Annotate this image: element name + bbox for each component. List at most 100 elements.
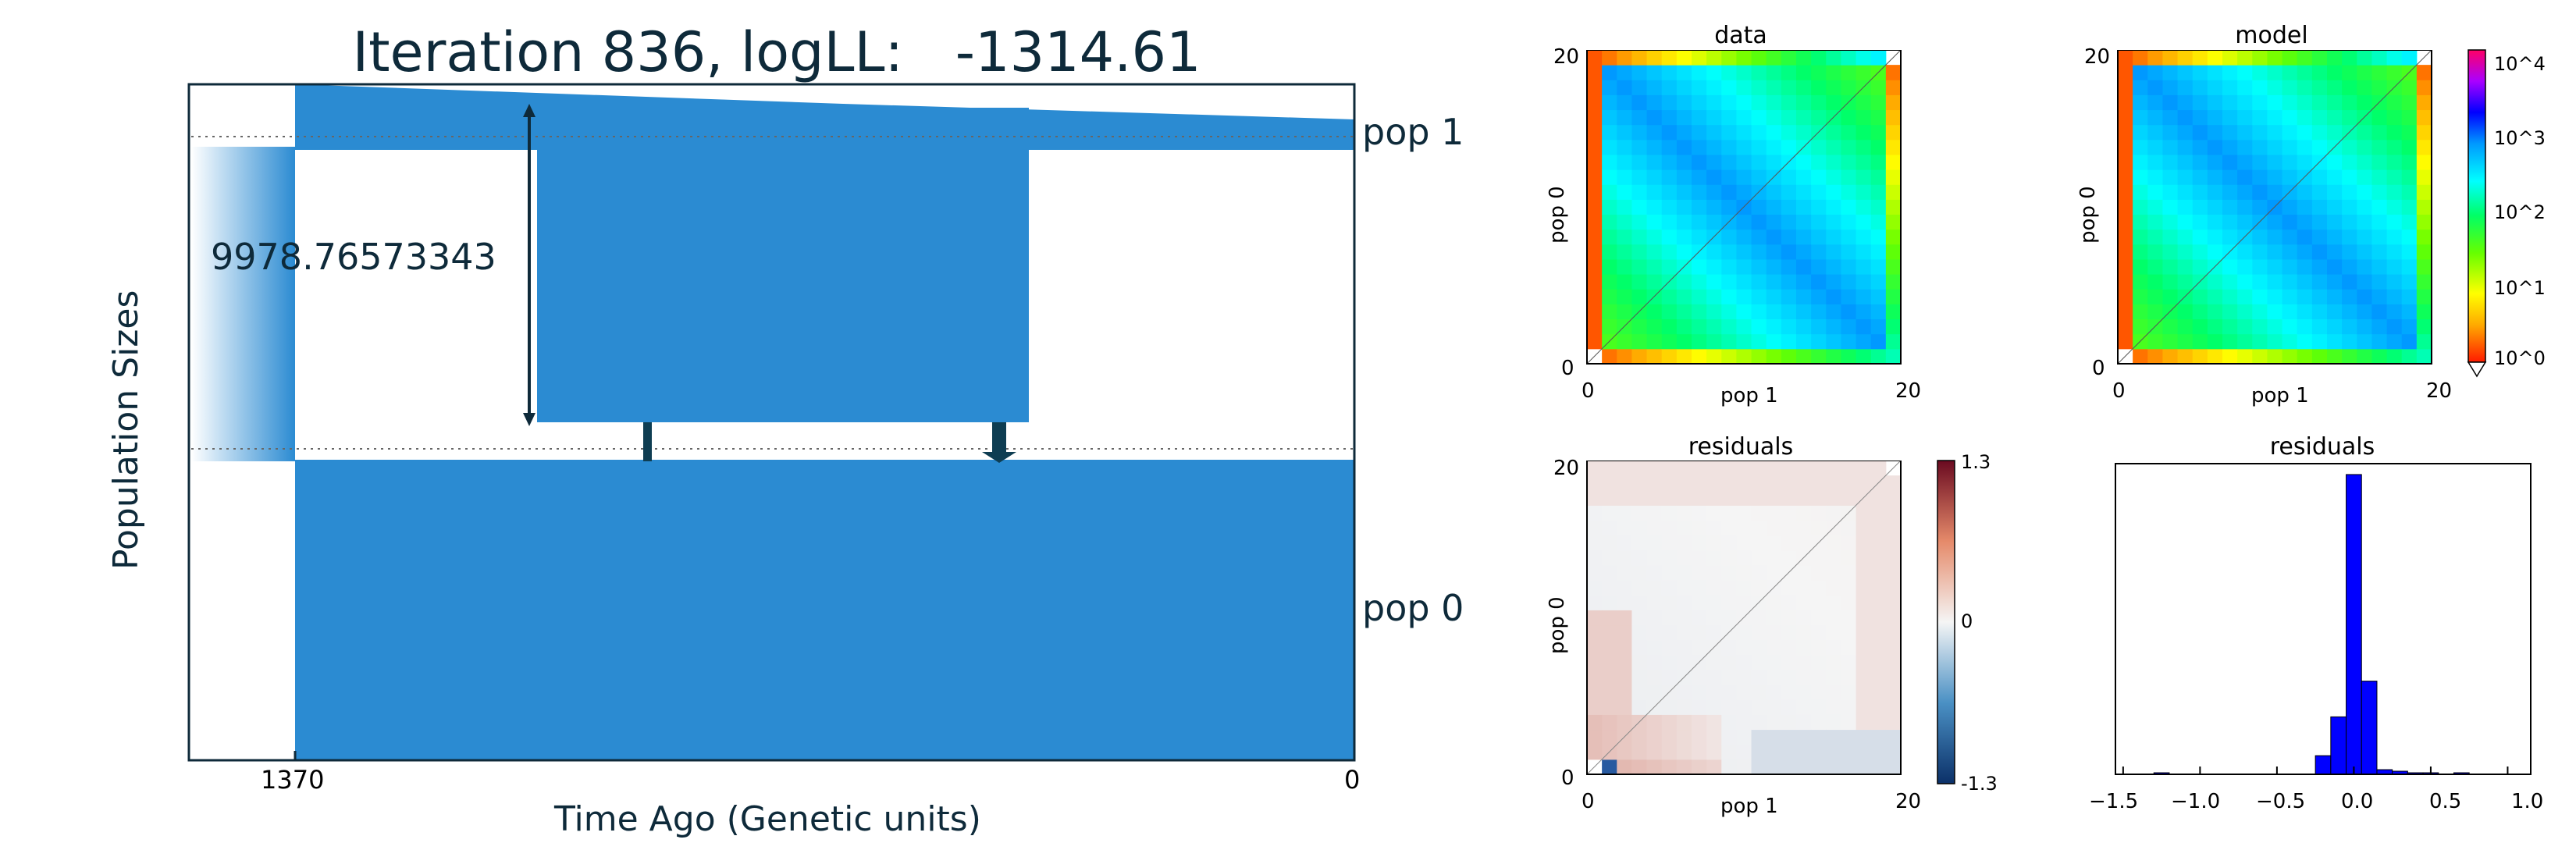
heatmap-residuals-cell [1721, 520, 1737, 536]
heatmap-residuals-cell [1885, 639, 1902, 656]
heatmap-residuals-cell [1885, 744, 1902, 760]
heatmap-data-cell [1826, 333, 1841, 350]
heatmap-residuals-cell [1781, 670, 1797, 685]
heatmap-data-cell [1841, 214, 1857, 230]
heatmap-model-cell [2297, 124, 2313, 140]
heatmap-residuals-cell [1796, 595, 1812, 610]
heatmap-data-cell [1676, 348, 1692, 365]
heatmap-model-cell [2357, 318, 2372, 335]
heatmap-model-cell [2237, 333, 2253, 350]
heatmap-data-cell [1870, 124, 1887, 140]
heatmap-data-cell [1811, 155, 1827, 170]
heatmap-model-cell [2357, 274, 2372, 290]
heatmap-model-cell [2282, 289, 2298, 304]
heatmap-data-cell [1736, 50, 1752, 66]
heatmap-model-cell [2147, 199, 2163, 215]
heatmap-model-cell [2133, 348, 2148, 365]
heatmap-data-cell [1661, 50, 1678, 66]
heatmap-model-cell [2192, 155, 2208, 170]
heatmap-residuals-cell [1826, 505, 1841, 521]
heatmap-data-cell [1721, 348, 1737, 365]
heatmap-model-cell [2222, 50, 2238, 66]
heatmap-data-cell [1826, 155, 1841, 170]
heatmap-residuals-cell [1617, 714, 1632, 731]
heatmap-residuals-cell [1811, 699, 1827, 715]
heatmap-data-cell [1885, 139, 1902, 155]
heatmap-data-cell [1692, 80, 1707, 95]
heatmap-residuals-cell [1870, 744, 1887, 760]
heatmap-data-cell [1646, 333, 1663, 350]
heatmap-residuals-cell [1721, 565, 1737, 581]
heatmap-residuals-cell [1617, 461, 1632, 476]
heatmap-data-cell [1617, 109, 1632, 126]
heatmap-data-cell [1617, 199, 1632, 215]
heatmap-data-cell [1646, 318, 1663, 335]
heatmap-residuals-cell [1692, 535, 1707, 551]
x-tick-label-0: 0 [1344, 765, 1361, 795]
heatmap-data-cell [1766, 139, 1782, 155]
heatmap-model-cell [2177, 304, 2194, 320]
heatmap-residuals-title: residuals [1688, 433, 1794, 461]
heatmap-residuals-cell [1885, 595, 1902, 610]
heatmap-data-cell [1661, 94, 1678, 111]
heatmap-model-cell [2342, 289, 2357, 304]
heatmap-model-cell [2327, 184, 2343, 200]
heatmap-residuals-cell [1631, 699, 1648, 715]
heatmap-model-cell [2311, 139, 2328, 155]
heatmap-model-cell [2267, 348, 2283, 365]
heatmap-residuals-cell [1811, 654, 1827, 670]
heatmap-residuals-cell [1617, 535, 1632, 551]
heatmap-residuals-cell [1706, 654, 1722, 670]
heatmap-residuals-cell [1721, 714, 1737, 731]
heatmap-data-cell [1811, 274, 1827, 290]
heatmap-data-cell [1587, 50, 1603, 66]
heatmap-data-cell [1676, 214, 1692, 230]
heatmap-data-cell [1870, 214, 1887, 230]
heatmap-data-cell [1736, 229, 1752, 245]
heatmap-data-cell [1736, 244, 1752, 260]
heatmap-residuals-cell [1631, 685, 1648, 700]
heatmap-residuals-cell [1617, 505, 1632, 521]
heatmap-data-cell [1885, 109, 1902, 126]
heatmap-residuals-cell [1766, 744, 1782, 760]
heatmap-model-cell [2327, 169, 2343, 185]
heatmap-model-cell [2297, 50, 2313, 66]
heatmap-model-cell [2207, 94, 2223, 111]
heatmap-data-cell [1826, 318, 1841, 335]
size-arrow-down [523, 413, 535, 426]
heatmap-residuals-cell [1826, 475, 1841, 491]
heatmap-data-cell [1721, 318, 1737, 335]
heatmap-model-cell [2327, 94, 2343, 111]
heatmap-model-cell [2297, 184, 2313, 200]
heatmap-model-cell [2118, 65, 2133, 80]
heatmap-model-cell [2237, 274, 2253, 290]
heatmap-model-cell [2282, 229, 2298, 245]
heatmap-data-cell [1676, 124, 1692, 140]
heatmap-data-xtick-20: 20 [1895, 379, 1922, 403]
heatmap-data-cell [1602, 289, 1617, 304]
heatmap-residuals-xlabel: pop 1 [1720, 795, 1778, 818]
heatmap-residuals-cell [1617, 759, 1632, 775]
heatmap-model-cell [2252, 259, 2268, 275]
heatmap-residuals-cell [1706, 550, 1722, 566]
heatmap-model-cell [2342, 214, 2357, 230]
heatmap-data-cell [1781, 289, 1797, 304]
heatmap-model-cell [2267, 124, 2283, 140]
heatmap-data-cell [1646, 65, 1663, 80]
heatmap-residuals-cell [1676, 639, 1692, 656]
heatmap-data-cell [1826, 274, 1841, 290]
heatmap-data-cell [1631, 199, 1648, 215]
heatmap-model-cell [2297, 229, 2313, 245]
heatmap-residuals-cell [1736, 505, 1752, 521]
heatmap-data-cell [1602, 304, 1617, 320]
heatmap-residuals-cell [1692, 759, 1707, 775]
heatmap-model-cell [2386, 304, 2403, 320]
heatmap-model-cell [2252, 304, 2268, 320]
heatmap-data-cell [1796, 80, 1812, 95]
heatmap-residuals-cell [1602, 729, 1617, 745]
heatmap-residuals-cell [1736, 595, 1752, 610]
heatmap-data-cell [1676, 139, 1692, 155]
heatmap-residuals-cell [1617, 744, 1632, 760]
heatmap-data-cell [1661, 155, 1678, 170]
plot-frame [187, 83, 1356, 762]
